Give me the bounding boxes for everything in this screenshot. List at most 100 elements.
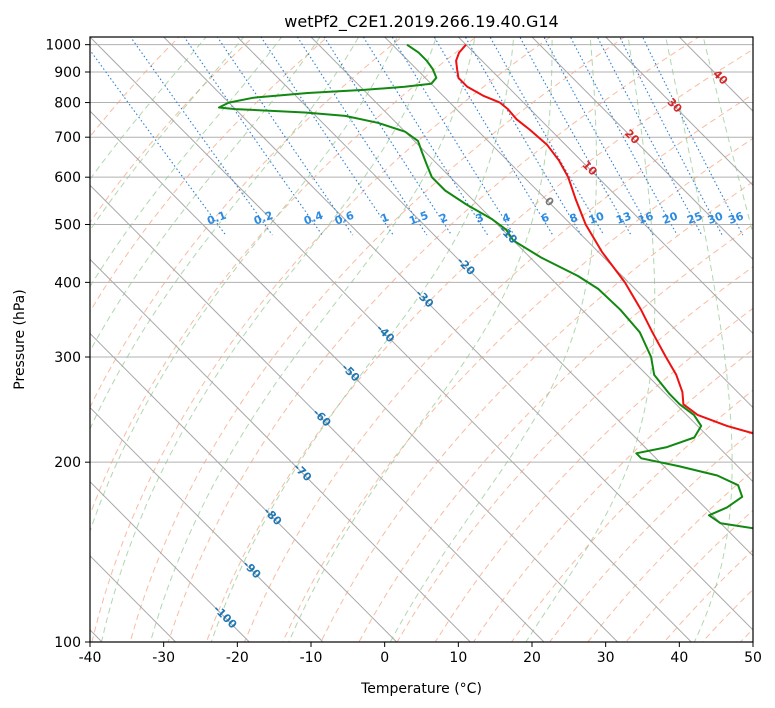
dry-adiabat-line xyxy=(434,307,753,642)
dry-adiabat-line xyxy=(91,37,552,642)
mixing-ratio-line xyxy=(362,37,489,236)
moist-adiabat-line xyxy=(90,37,321,353)
moist-adiabat-line xyxy=(702,37,753,236)
dry-adiabat-line xyxy=(90,37,329,313)
y-tick-label: 900 xyxy=(54,65,81,81)
dry-adiabat-line xyxy=(358,223,753,642)
dry-adiabat-line xyxy=(396,266,753,642)
mixing-ratio-label: 1 xyxy=(379,211,391,226)
isotherm-line xyxy=(90,258,472,642)
mixing-ratio-label: 8 xyxy=(568,211,580,226)
moist-adiabat-line xyxy=(90,37,283,288)
x-axis-label: Temperature (°C) xyxy=(360,681,482,697)
x-tick-label: -20 xyxy=(226,650,249,666)
x-tick-label: -10 xyxy=(300,650,323,666)
isotherm-line xyxy=(604,37,753,186)
mixing-ratio-label: 6 xyxy=(539,211,551,226)
chart-title: wetPf2_C2E1.2019.266.19.40.G14 xyxy=(284,12,558,32)
moist-adiabat-line xyxy=(90,37,245,232)
dry-adiabat-line xyxy=(205,48,753,642)
plot-frame xyxy=(89,36,754,643)
dry-adiabat-line xyxy=(244,93,753,642)
mixing-ratio-line xyxy=(129,37,273,236)
dry-adiabat-line xyxy=(90,37,477,516)
mixing-ratio-label: 36 xyxy=(727,209,746,227)
mixing-ratio-label: 3 xyxy=(474,211,486,226)
dry-adiabat-line xyxy=(282,137,753,642)
x-tick-label: 30 xyxy=(597,650,615,666)
dry-adiabat-label: 30 xyxy=(664,95,684,115)
x-tick-label: -40 xyxy=(79,650,102,666)
dewpoint-profile-line xyxy=(218,43,753,530)
plot-area: -100-90-80-70-60-50-40-30-20-10010203040… xyxy=(90,37,753,642)
x-tick-label: -30 xyxy=(152,650,175,666)
mixing-ratio-label: 20 xyxy=(661,209,680,227)
dry-adiabat-line xyxy=(549,429,753,642)
moist-adiabat-line xyxy=(525,37,656,642)
mixing-ratio-label: 1.5 xyxy=(407,209,430,228)
dry-adiabat-line xyxy=(90,37,254,224)
mixing-ratio-label: 2 xyxy=(438,211,450,226)
y-tick-label: 200 xyxy=(54,455,81,471)
isotherm-line xyxy=(90,332,398,642)
y-axis-label: Pressure (hPa) xyxy=(12,289,28,389)
isotherm-line xyxy=(90,37,693,642)
dry-adiabat-line xyxy=(90,37,403,409)
mixing-ratio-line xyxy=(596,37,703,236)
mixing-ratio-label: 0.6 xyxy=(333,209,356,228)
temperature-profile-line xyxy=(455,44,753,435)
mixing-ratio-label: 0.2 xyxy=(252,209,275,228)
mixing-ratio-label: 0.4 xyxy=(302,209,325,228)
isotherm-line xyxy=(678,37,753,112)
mixing-ratio-line xyxy=(641,37,744,236)
y-tick-label: 100 xyxy=(54,635,81,651)
dry-adiabat-line xyxy=(167,37,700,642)
mixing-ratio-line xyxy=(464,37,582,236)
mixing-ratio-line xyxy=(619,37,723,236)
x-tick-label: 20 xyxy=(523,650,541,666)
dry-adiabat-line xyxy=(511,389,753,642)
isotherm-line xyxy=(162,37,753,631)
mixing-ratio-line xyxy=(569,37,678,236)
isotherm-line xyxy=(310,37,753,483)
dry-adiabat-line xyxy=(320,181,753,642)
isotherm-line xyxy=(457,37,753,335)
mixing-ratio-line xyxy=(296,37,428,236)
mixing-ratio-label: 30 xyxy=(706,209,725,227)
y-tick-label: 500 xyxy=(54,217,81,233)
y-tick-label: 300 xyxy=(54,350,81,366)
y-tick-label: 700 xyxy=(54,130,81,146)
mixing-ratio-line xyxy=(216,37,354,236)
y-tick-label: 800 xyxy=(54,96,81,112)
mixing-ratio-label: 4 xyxy=(500,211,512,226)
moist-adiabat-line xyxy=(665,37,733,642)
isotherm-line xyxy=(531,37,753,261)
mixing-ratio-label: 13 xyxy=(614,209,633,226)
x-tick-label: 40 xyxy=(670,650,688,666)
x-tick-label: 0 xyxy=(380,650,389,666)
mixing-ratio-line xyxy=(489,37,605,236)
moist-adiabat-line xyxy=(288,37,553,642)
mixing-ratio-label: 16 xyxy=(636,209,655,227)
mixing-ratio-line xyxy=(543,37,654,236)
y-tick-label: 600 xyxy=(54,170,81,186)
x-tick-label: 50 xyxy=(744,650,762,666)
dry-adiabat-label: -80 xyxy=(261,505,284,529)
mixing-ratio-line xyxy=(183,37,323,236)
y-tick-label: 1000 xyxy=(45,38,81,54)
dry-adiabat-line xyxy=(701,588,753,642)
moist-adiabat-line xyxy=(90,37,360,431)
isotherm-line xyxy=(236,37,753,557)
isotherm-line xyxy=(90,110,619,642)
moist-adiabat-line xyxy=(210,37,515,642)
mixing-ratio-label: 10 xyxy=(587,209,606,227)
mixing-ratio-label: 0.1 xyxy=(205,209,228,228)
x-tick-label: 10 xyxy=(449,650,467,666)
moist-adiabat-line xyxy=(149,37,476,642)
isotherm-line xyxy=(383,37,753,409)
mixing-ratio-label: 25 xyxy=(685,209,704,226)
mixing-ratio-line xyxy=(433,37,554,236)
y-tick-label: 400 xyxy=(54,275,81,291)
mixing-ratio-line xyxy=(90,49,227,236)
